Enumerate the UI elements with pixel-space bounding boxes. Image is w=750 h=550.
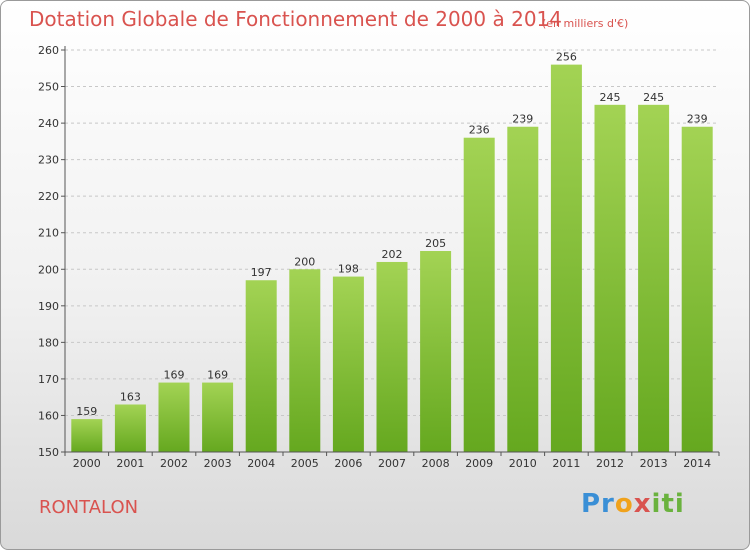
commune-name: RONTALON [39,497,139,518]
bar-2010 [507,126,539,452]
bar-2000 [71,419,103,452]
y-tick-label: 210 [38,227,59,240]
y-tick-label: 240 [38,117,59,130]
data-label: 256 [556,51,577,64]
data-label: 163 [120,390,141,403]
bar-2013 [638,104,670,453]
x-tick-label: 2008 [422,457,450,470]
bar-2004 [245,280,277,452]
bar-2014 [681,126,713,452]
data-label: 245 [600,91,621,104]
data-label: 239 [687,113,708,126]
x-tick-label: 2004 [247,457,275,470]
y-tick-label: 170 [38,373,59,386]
x-tick-label: 2000 [73,457,101,470]
y-tick-label: 230 [38,154,59,167]
x-tick-label: 2014 [683,457,711,470]
data-label: 200 [294,255,315,268]
x-tick-label: 2013 [640,457,668,470]
labels: 150 160 170 180 190 200 210 220 230 240 250 260 159 2… [38,44,711,470]
proxiti-logo: Proxiti [581,489,685,519]
bar-2002 [158,382,190,452]
bar-2003 [202,382,234,452]
y-tick-label: 220 [38,190,59,203]
x-tick-label: 2005 [291,457,319,470]
y-tick-label: 260 [38,44,59,57]
bar-2009 [463,137,495,452]
x-tick-label: 2002 [160,457,188,470]
bar-2012 [594,104,626,453]
x-tick-label: 2006 [334,457,362,470]
data-label: 169 [164,369,185,382]
x-tick-label: 2012 [596,457,624,470]
x-tick-label: 2009 [465,457,493,470]
x-tick-label: 2010 [509,457,537,470]
y-tick-label: 150 [38,446,59,459]
bars [71,64,713,453]
x-tick-label: 2003 [204,457,232,470]
y-tick-label: 250 [38,81,59,94]
y-tick-label: 190 [38,300,59,313]
x-tick-label: 2001 [116,457,144,470]
bar-2001 [114,404,146,452]
bar-2007 [376,261,408,452]
data-label: 159 [76,405,97,418]
data-label: 169 [207,369,228,382]
data-label: 239 [512,113,533,126]
data-label: 205 [425,237,446,250]
bar-2005 [289,269,321,452]
chart-title: Dotation Globale de Fonctionnement de 20… [29,7,562,31]
y-tick-label: 160 [38,409,59,422]
bar-2011 [550,64,582,453]
chart-unit: (en milliers d'€) [542,17,629,30]
data-label: 245 [643,91,664,104]
x-tick-label: 2007 [378,457,406,470]
data-label: 236 [469,124,490,137]
data-label: 198 [338,263,359,276]
bar-2006 [332,276,364,452]
data-label: 197 [251,266,272,279]
axes [61,46,720,456]
y-tick-label: 200 [38,263,59,276]
data-label: 202 [382,248,403,261]
x-tick-label: 2011 [552,457,580,470]
bar-2008 [420,251,452,452]
y-tick-label: 180 [38,336,59,349]
